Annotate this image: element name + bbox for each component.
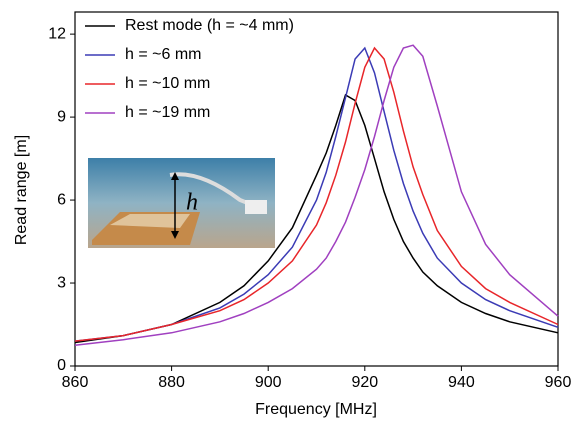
y-tick-label: 12 — [48, 25, 66, 42]
inset-photo: h — [88, 158, 275, 248]
y-tick-label: 3 — [57, 274, 66, 291]
x-tick-label: 940 — [448, 374, 475, 391]
x-tick-label: 920 — [351, 374, 378, 391]
x-axis-label: Frequency [MHz] — [255, 401, 377, 418]
legend-label: h = ~19 mm — [125, 104, 210, 121]
y-axis-label: Read range [m] — [13, 135, 30, 245]
inset-label: h — [186, 190, 198, 216]
x-tick-label: 860 — [62, 374, 89, 391]
legend-label: h = ~10 mm — [125, 75, 210, 92]
y-tick-label: 9 — [57, 108, 66, 125]
series-line — [74, 93, 559, 344]
series-line — [74, 46, 559, 342]
legend-label: Rest mode (h = ~4 mm) — [125, 17, 294, 34]
series-line — [74, 44, 559, 347]
plot-frame — [74, 11, 559, 367]
y-tick-label: 6 — [57, 191, 66, 208]
x-tick-label: 900 — [255, 374, 282, 391]
y-tick-label: 0 — [57, 357, 66, 374]
x-tick-label: 880 — [158, 374, 185, 391]
legend-label: h = ~6 mm — [125, 46, 201, 63]
x-tick-label: 960 — [545, 374, 572, 391]
series-line — [74, 46, 559, 342]
